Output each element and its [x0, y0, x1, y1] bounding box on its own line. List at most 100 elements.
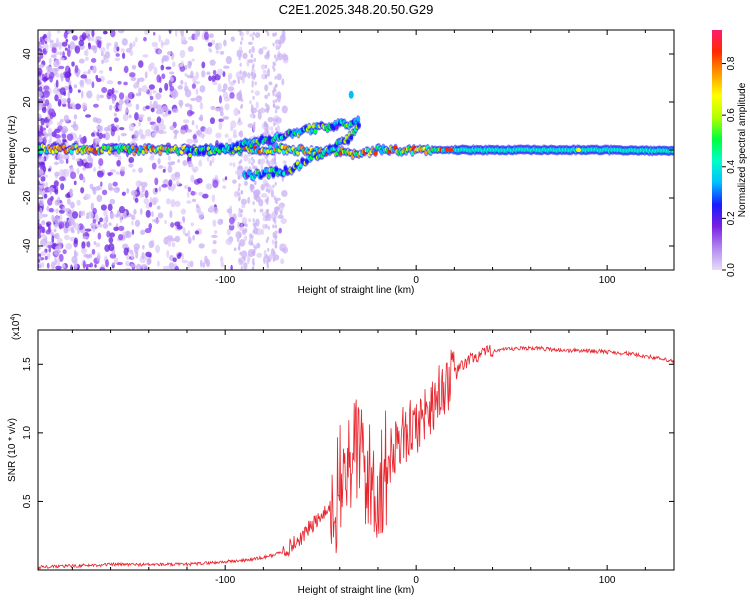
noise-speck	[61, 133, 67, 139]
noise-speck	[280, 218, 287, 224]
noise-speck	[192, 234, 195, 241]
noise-speck	[65, 243, 73, 250]
noise-speck	[241, 36, 244, 41]
colorbar-ticks: 0.0 0.2 0.4 0.6 0.8	[722, 56, 737, 277]
noise-speck	[180, 30, 185, 37]
noise-speck	[161, 73, 166, 80]
noise-speck	[62, 138, 67, 143]
noise-speck	[272, 65, 275, 70]
noise-speck	[212, 69, 217, 75]
noise-speck	[265, 155, 268, 160]
noise-speck	[201, 70, 206, 78]
noise-speck	[72, 35, 78, 41]
noise-speck	[83, 50, 87, 56]
noise-speck	[166, 51, 172, 56]
noise-speck	[83, 158, 88, 164]
noise-speck	[202, 262, 206, 268]
noise-speck	[187, 261, 191, 269]
spectrogram-noise	[38, 30, 289, 270]
noise-speck	[210, 105, 216, 110]
noise-speck	[238, 233, 242, 238]
noise-speck	[253, 114, 256, 119]
colorbar: 0.0 0.2 0.4 0.6 0.8 Normalized spectral ampl…	[712, 30, 748, 277]
noise-speck	[241, 250, 248, 259]
noise-speck	[130, 251, 135, 259]
noise-speck	[66, 198, 71, 205]
noise-speck	[98, 125, 103, 132]
noise-speck	[169, 210, 173, 219]
noise-speck	[275, 127, 278, 132]
noise-speck	[253, 73, 257, 78]
noise-speck	[109, 66, 113, 72]
trace-cell	[266, 173, 271, 179]
trace-cell	[348, 90, 354, 99]
noise-speck	[237, 110, 241, 115]
noise-speck	[86, 241, 91, 248]
noise-speck	[43, 130, 47, 139]
noise-speck	[167, 165, 173, 174]
noise-speck	[153, 125, 160, 134]
noise-speck	[171, 242, 176, 248]
noise-speck	[251, 83, 254, 88]
noise-speck	[155, 109, 163, 115]
noise-speck	[232, 162, 236, 168]
noise-speck	[250, 107, 254, 112]
noise-speck	[164, 38, 170, 46]
noise-speck	[128, 114, 132, 119]
noise-speck	[158, 34, 161, 43]
noise-speck	[92, 218, 97, 225]
noise-speck	[155, 92, 162, 100]
noise-speck	[132, 40, 136, 48]
noise-speck	[254, 81, 257, 86]
noise-speck	[237, 211, 241, 218]
noise-speck	[182, 159, 188, 166]
noise-speck	[40, 38, 45, 46]
noise-speck	[264, 183, 267, 188]
noise-speck	[174, 200, 181, 207]
trace-cell	[349, 135, 354, 140]
noise-speck	[82, 176, 86, 184]
noise-speck	[233, 191, 239, 198]
snr-x-ticks: -100 0 100	[71, 330, 646, 586]
noise-speck	[184, 103, 191, 108]
noise-speck	[160, 64, 165, 71]
noise-speck	[237, 175, 240, 180]
noise-speck	[54, 199, 60, 206]
snr-series	[38, 344, 674, 570]
noise-speck	[248, 158, 251, 165]
noise-speck	[180, 125, 187, 131]
noise-speck	[82, 167, 86, 171]
noise-speck	[52, 87, 60, 95]
noise-speck	[78, 58, 85, 64]
noise-speck	[96, 77, 102, 83]
noise-speck	[145, 251, 152, 258]
noise-speck	[174, 221, 181, 227]
noise-speck	[110, 30, 116, 38]
noise-speck	[184, 72, 189, 77]
noise-speck	[191, 58, 195, 62]
noise-speck	[251, 267, 255, 270]
noise-speck	[258, 108, 266, 114]
noise-speck	[98, 158, 104, 166]
noise-speck	[60, 183, 65, 191]
snr-frame	[37, 329, 675, 571]
noise-speck	[274, 118, 278, 123]
noise-speck	[239, 70, 242, 75]
trace-cell	[334, 124, 339, 130]
noise-speck	[130, 190, 138, 197]
noise-speck	[91, 248, 96, 255]
noise-speck	[240, 189, 243, 194]
noise-speck	[232, 79, 237, 84]
noise-speck	[195, 95, 203, 103]
noise-speck	[113, 257, 119, 264]
noise-speck	[55, 79, 59, 88]
noise-speck	[100, 47, 106, 53]
noise-speck	[206, 156, 210, 162]
noise-speck	[168, 71, 175, 75]
noise-speck	[246, 30, 250, 36]
noise-speck	[282, 160, 287, 165]
noise-speck	[228, 216, 235, 225]
noise-speck	[130, 263, 136, 268]
y-tick-label: 1.5	[22, 357, 33, 371]
noise-speck	[212, 81, 218, 86]
